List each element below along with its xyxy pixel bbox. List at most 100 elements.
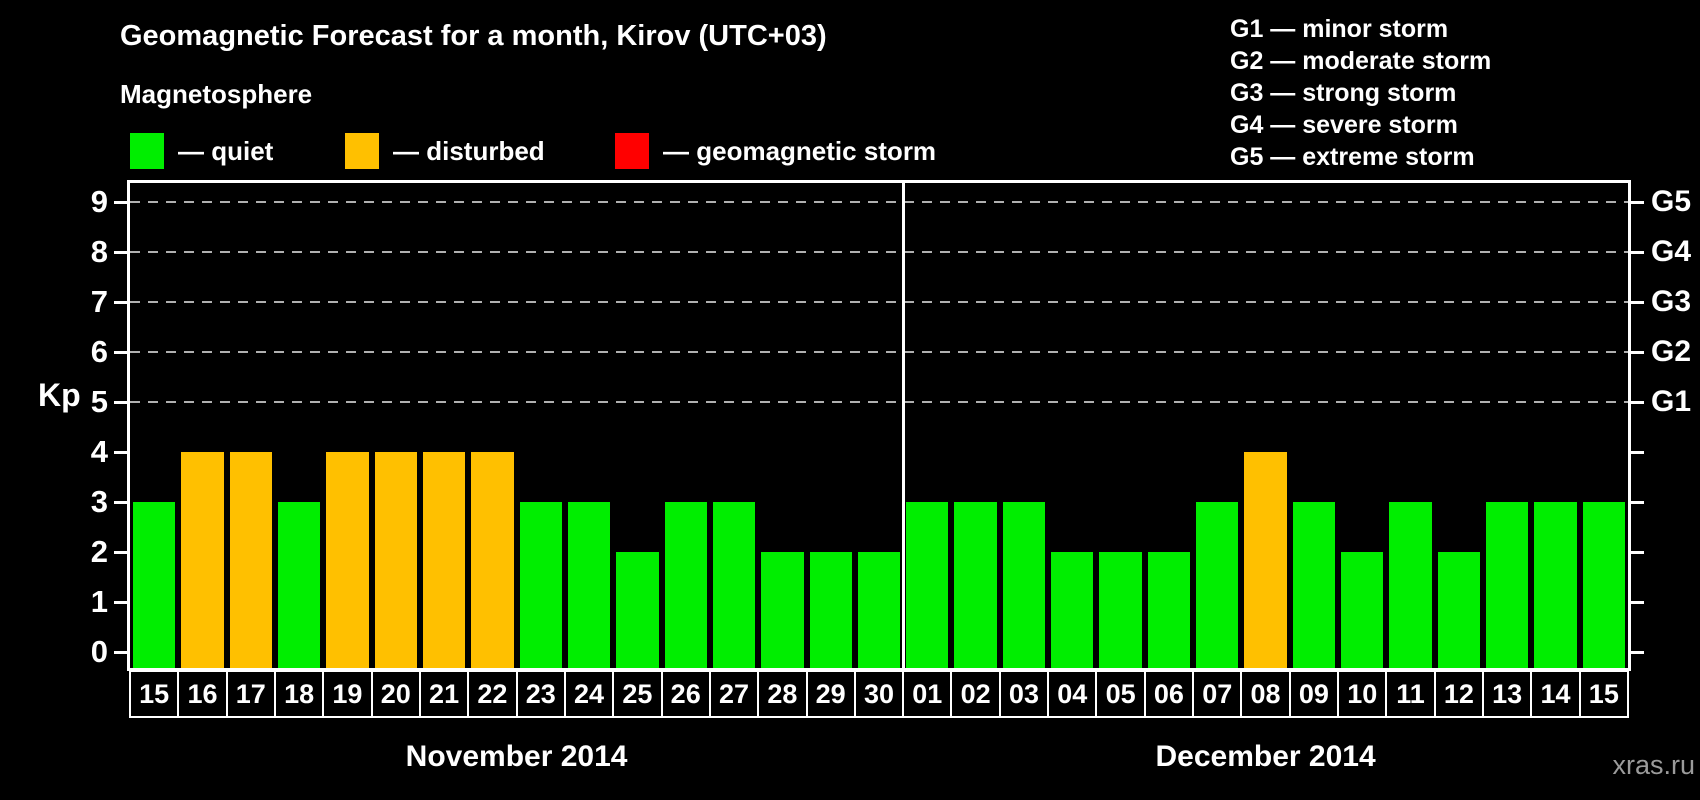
right-tick-kp8: [1631, 250, 1644, 254]
date-cell: 23: [515, 670, 566, 718]
y-tick-label-3: 3: [90, 484, 108, 519]
storm-legend-line: G5 — extreme storm: [1230, 143, 1475, 171]
left-tick-kp9: [114, 200, 127, 204]
right-tick-kp2: [1631, 550, 1644, 554]
month-divider: [901, 183, 905, 668]
right-tick-kp3: [1631, 500, 1644, 504]
g-scale-label-G1: G1: [1651, 385, 1692, 418]
g-scale-label-G2: G2: [1651, 335, 1692, 368]
date-cell: 03: [998, 670, 1050, 718]
quiet-swatch: [130, 133, 164, 169]
right-tick-kp7: [1631, 300, 1644, 304]
date-cell: 06: [1143, 670, 1195, 718]
y-tick-label-4: 4: [90, 434, 108, 469]
storm-legend-line: G2 — moderate storm: [1230, 47, 1492, 75]
kp-bar: [1534, 502, 1577, 668]
date-cell: 26: [660, 670, 711, 718]
kp-bar: [181, 452, 224, 668]
storm-legend-line: G3 — strong storm: [1230, 79, 1457, 107]
watermark: xras.ru: [1612, 750, 1695, 780]
kp-bar: [712, 502, 756, 668]
gridline-kp5: [130, 401, 1628, 403]
right-tick-kp0: [1631, 650, 1644, 654]
g-scale-label-G4: G4: [1651, 235, 1692, 268]
date-cell: 01: [902, 670, 953, 718]
legend-label-quiet: — quiet: [178, 135, 274, 166]
kp-bar: [1486, 502, 1529, 668]
plot-area: [127, 180, 1631, 671]
kp-bar: [1099, 552, 1142, 668]
kp-bar: [374, 452, 417, 668]
date-cell: 19: [322, 670, 373, 718]
date-cell: 09: [1288, 670, 1340, 718]
kp-bar: [567, 502, 611, 668]
kp-bar: [277, 502, 321, 668]
date-cell: 27: [708, 670, 760, 718]
kp-bar: [1196, 502, 1239, 668]
storm-legend-line: G4 — severe storm: [1230, 111, 1458, 139]
legend-item-disturbed: — disturbed: [345, 132, 545, 170]
left-tick-kp0: [114, 650, 127, 654]
kp-bar: [1147, 552, 1191, 668]
date-cell: 29: [805, 670, 856, 718]
kp-axis-label: Kp: [38, 377, 81, 413]
kp-bar: [519, 502, 562, 668]
gridline-kp7: [130, 301, 1628, 303]
kp-bar: [1292, 502, 1336, 668]
date-cell: 11: [1385, 670, 1436, 718]
kp-bar: [1341, 552, 1384, 668]
left-tick-kp2: [114, 550, 127, 554]
month-label: November 2014: [405, 740, 628, 773]
date-cell: 10: [1337, 670, 1388, 718]
kp-bar: [1582, 502, 1625, 668]
g-scale-label-G3: G3: [1651, 285, 1692, 318]
kp-bar: [761, 552, 804, 668]
right-tick-kp9: [1631, 200, 1644, 204]
left-tick-kp6: [114, 350, 127, 354]
date-cell: 16: [177, 670, 228, 718]
legend-item-storm: — geomagnetic storm: [615, 132, 936, 170]
kp-bar: [1389, 502, 1432, 668]
date-cell: 12: [1433, 670, 1485, 718]
legend-item-quiet: — quiet: [130, 132, 273, 170]
gridline-kp9: [130, 201, 1628, 203]
date-cell: 21: [418, 670, 470, 718]
y-tick-label-8: 8: [90, 234, 108, 269]
kp-bar: [229, 452, 272, 668]
g-scale-label-G5: G5: [1651, 185, 1692, 218]
storm-legend-line: G1 — minor storm: [1230, 15, 1449, 43]
y-tick-label-6: 6: [90, 334, 108, 369]
date-cell: 15: [129, 670, 180, 718]
date-cell: 20: [370, 670, 421, 718]
right-tick-kp6: [1631, 350, 1644, 354]
y-tick-label-1: 1: [90, 584, 108, 619]
kp-bar: [1002, 502, 1046, 668]
kp-bar: [422, 452, 466, 668]
date-cell: 24: [563, 670, 615, 718]
right-tick-kp4: [1631, 450, 1644, 454]
date-cell: 22: [467, 670, 518, 718]
left-tick-kp5: [114, 400, 127, 404]
kp-bar: [954, 502, 997, 668]
kp-bar: [664, 502, 707, 668]
legend-label-storm: — geomagnetic storm: [663, 135, 937, 166]
date-cell: 30: [853, 670, 905, 718]
kp-bar: [133, 502, 176, 668]
kp-bar: [1051, 552, 1094, 668]
kp-bar: [857, 552, 901, 668]
y-tick-label-0: 0: [90, 634, 108, 669]
kp-bar: [471, 452, 514, 668]
left-tick-kp8: [114, 250, 127, 254]
y-tick-label-9: 9: [90, 184, 108, 219]
date-cell: 02: [950, 670, 1001, 718]
left-tick-kp4: [114, 450, 127, 454]
kp-bar: [809, 552, 852, 668]
month-label: December 2014: [1155, 740, 1376, 773]
left-tick-kp1: [114, 600, 127, 604]
y-tick-label-7: 7: [90, 284, 108, 319]
kp-bar: [906, 502, 949, 668]
storm-swatch: [615, 133, 649, 169]
left-tick-kp7: [114, 300, 127, 304]
kp-bar: [326, 452, 369, 668]
